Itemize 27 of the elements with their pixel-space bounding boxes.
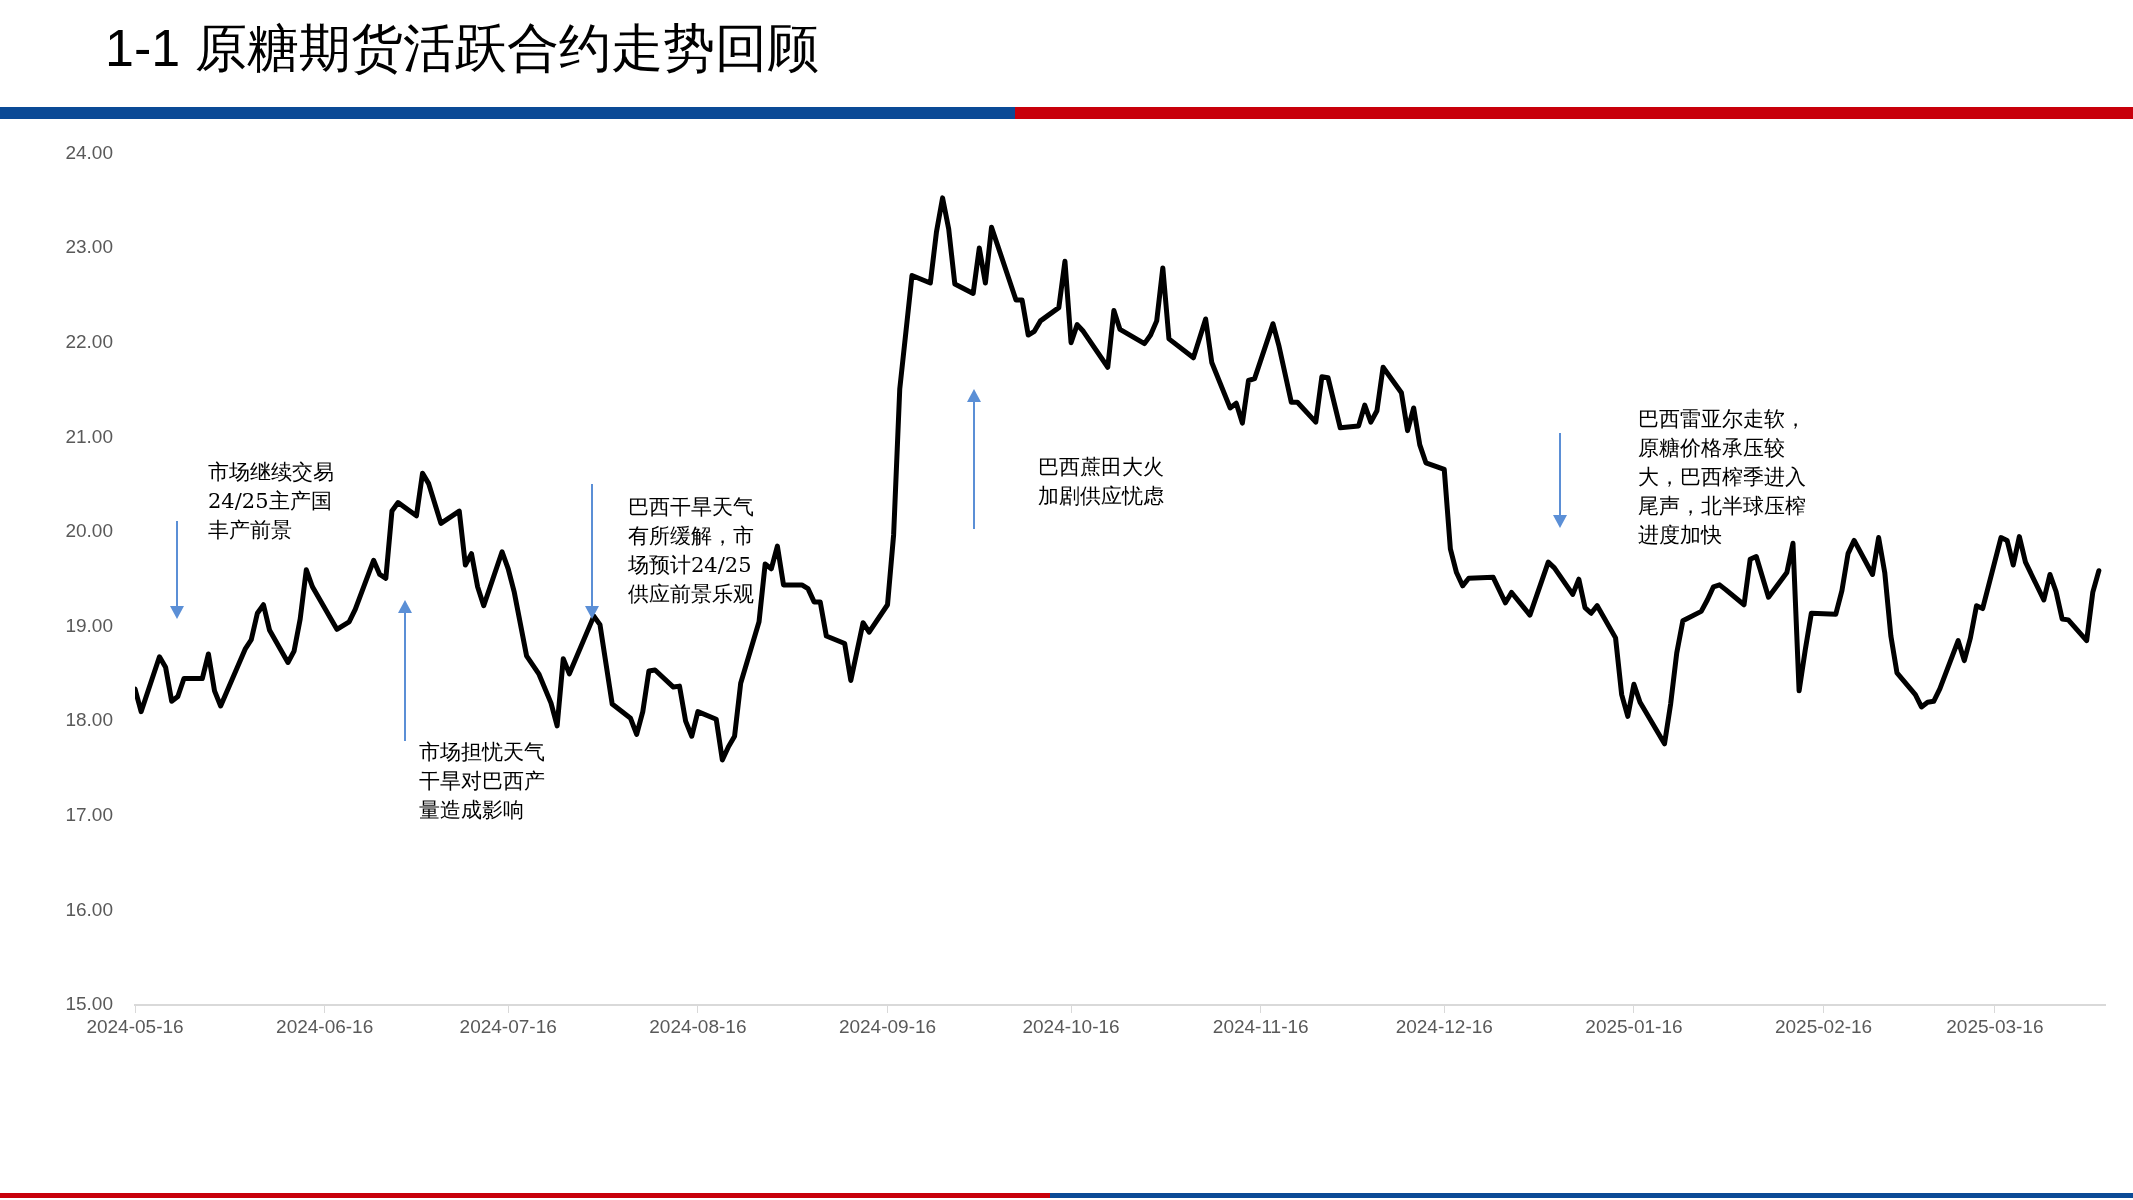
- y-tick-label: 18.00: [65, 709, 113, 731]
- y-tick-label: 20.00: [65, 520, 113, 542]
- annotation: 巴西蔗田大火加剧供应忧虑: [1038, 454, 1165, 510]
- chart-title: 1-1 原糖期货活跃合约走势回顾: [105, 18, 819, 79]
- annotation: 巴西干旱天气有所缓解，市场预计24/25供应前景乐观: [628, 494, 755, 608]
- x-tick-label: 2025-01-16: [1585, 1015, 1683, 1037]
- x-tick-label: 2024-08-16: [649, 1015, 747, 1037]
- annotation: 市场担忧天气干旱对巴西产量造成影响: [419, 739, 546, 824]
- y-tick-label: 19.00: [65, 614, 113, 636]
- y-tick-label: 15.00: [65, 993, 113, 1015]
- x-tick-label: 2024-05-16: [86, 1015, 184, 1037]
- x-tick-label: 2024-10-16: [1022, 1015, 1120, 1037]
- y-tick-label: 24.00: [65, 141, 113, 163]
- x-tick-label: 2024-11-16: [1212, 1015, 1309, 1037]
- y-tick-label: 21.00: [65, 425, 113, 447]
- y-tick-label: 23.00: [65, 236, 113, 258]
- y-tick-label: 22.00: [65, 330, 113, 352]
- x-tick-label: 2025-02-16: [1774, 1015, 1873, 1037]
- y-tick-label: 17.00: [65, 803, 113, 825]
- annotation: 市场继续交易24/25主产国丰产前景: [208, 459, 335, 544]
- x-tick-label: 2024-07-16: [459, 1015, 557, 1037]
- annotation: 巴西雷亚尔走软，原糖价格承压较大，巴西榨季进入尾声，北半球压榨进度加快: [1638, 406, 1807, 549]
- y-tick-label: 16.00: [65, 898, 113, 920]
- x-tick-label: 2024-12-16: [1395, 1015, 1493, 1037]
- x-tick-label: 2024-06-16: [276, 1015, 374, 1037]
- x-tick-label: 2025-03-16: [1946, 1015, 2044, 1037]
- x-tick-label: 2024-09-16: [838, 1015, 937, 1037]
